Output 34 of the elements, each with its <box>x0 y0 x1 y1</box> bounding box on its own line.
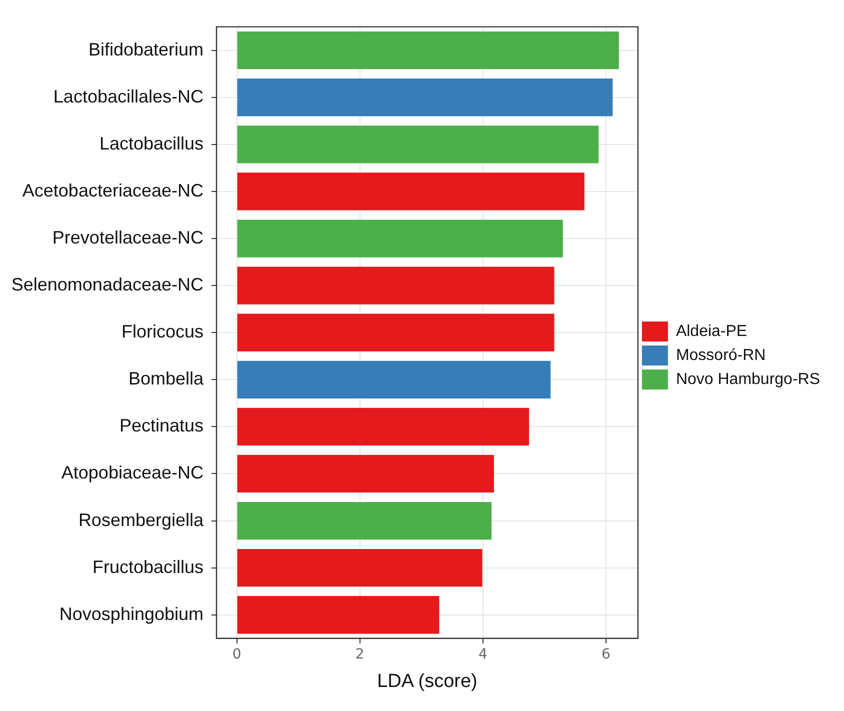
y-tick-label: Novosphingobium <box>59 604 204 624</box>
y-tick-label: Lactobacillales-NC <box>53 86 204 106</box>
y-tick-label: Atopobiaceae-NC <box>61 462 204 483</box>
bar <box>237 314 554 352</box>
bar <box>237 32 619 70</box>
bar <box>237 549 482 587</box>
bar <box>237 126 599 164</box>
bar <box>237 454 494 493</box>
y-tick-label: Selenomonadaceae-NC <box>11 274 204 295</box>
y-tick-label: Lactobacillus <box>99 133 204 154</box>
bar <box>237 172 584 210</box>
legend-label: Aldeia-PE <box>676 322 748 340</box>
bar <box>237 266 554 304</box>
x-tick-label: 6 <box>601 646 610 662</box>
x-tick-label: 0 <box>232 646 242 662</box>
bar <box>237 360 551 398</box>
bar <box>237 78 613 116</box>
bar <box>237 408 530 446</box>
y-tick-label: Bifidobaterium <box>88 39 204 60</box>
x-tick-label: 2 <box>355 646 364 662</box>
y-tick-label: Bombella <box>128 368 204 389</box>
y-tick-label: Acetobacteriaceae-NC <box>22 180 204 200</box>
legend-label: Mossoró-RN <box>676 346 766 364</box>
bar <box>237 502 492 540</box>
y-tick-label: Prevotellaceae-NC <box>52 227 204 248</box>
bar <box>237 596 440 634</box>
y-tick-label: Rosembergiella <box>78 510 204 530</box>
bar <box>237 220 563 258</box>
y-tick-label: Fructobacillus <box>92 556 204 577</box>
y-tick-label: Floricocus <box>121 322 204 342</box>
y-tick-label: Pectinatus <box>119 416 204 436</box>
x-axis-title: LDA (score) <box>377 670 478 692</box>
legend-label: Novo Hamburgo-RS <box>676 370 820 388</box>
x-tick-label: 4 <box>478 646 488 662</box>
